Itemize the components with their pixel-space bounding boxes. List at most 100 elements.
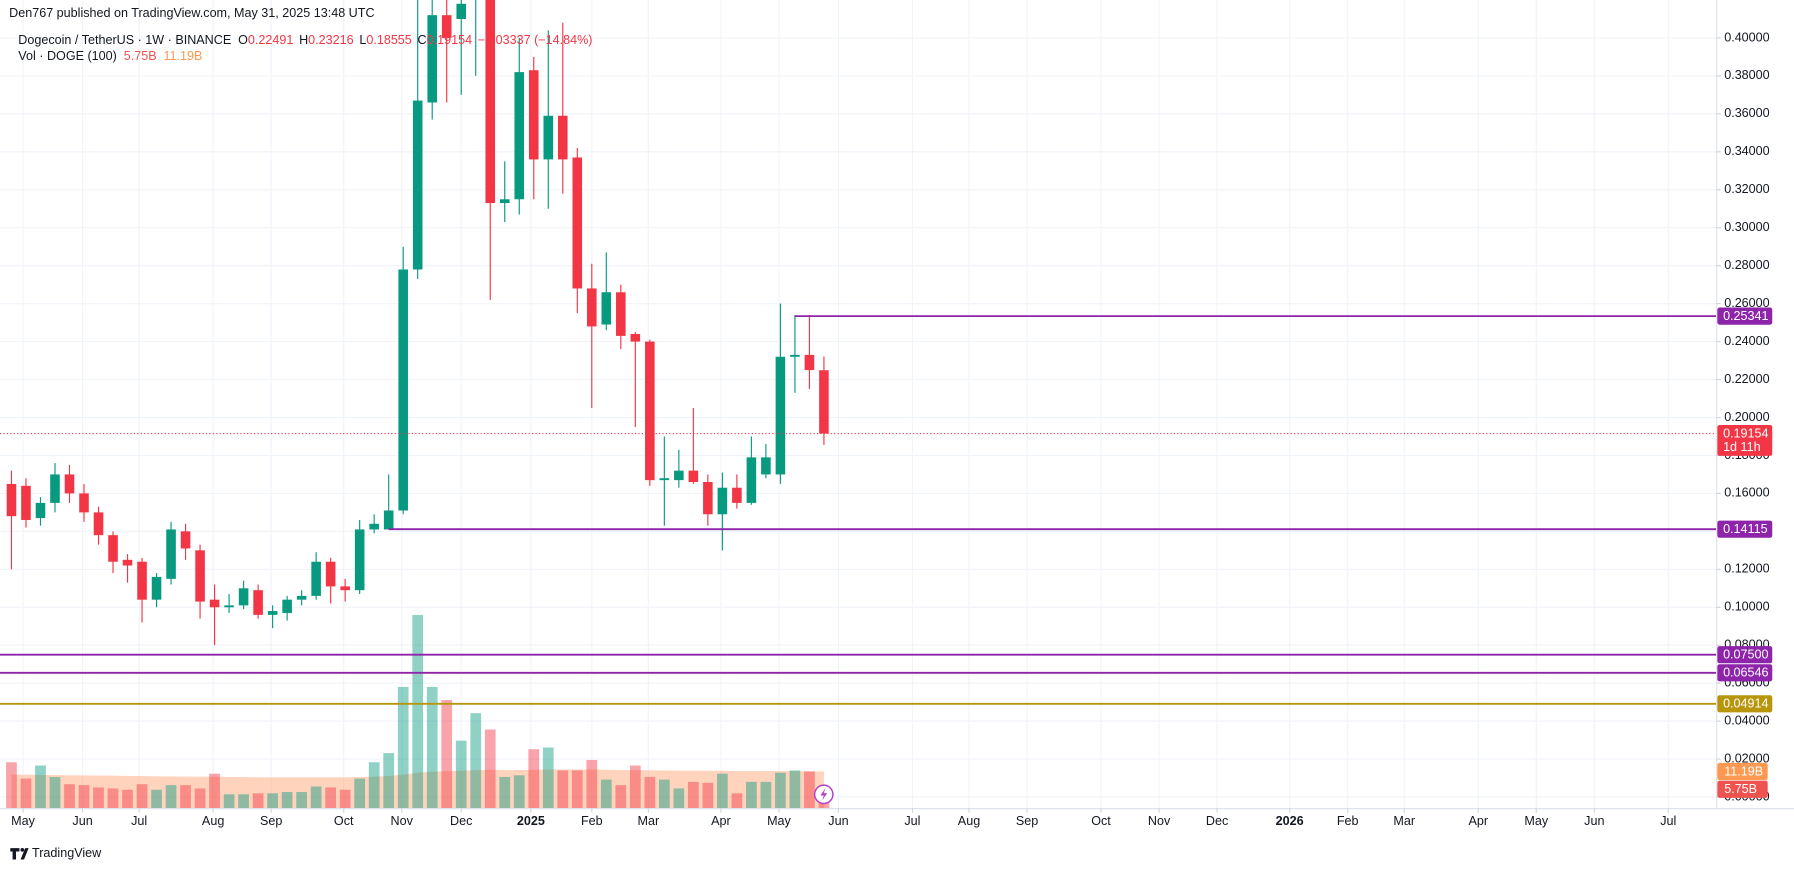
y-tick-label: 0.10000 (1724, 600, 1769, 614)
candle-body (674, 470, 684, 481)
candle-body (427, 15, 437, 103)
volume-bar (383, 753, 395, 809)
candle-body (645, 341, 655, 481)
candle-body (557, 115, 568, 160)
volume-bar (122, 789, 133, 809)
y-tick-label: 0.34000 (1724, 144, 1769, 158)
legend-volume-name: Vol · DOGE (100) (18, 50, 117, 64)
level-tag-label: 0.14115 (1723, 522, 1768, 536)
candle-body (79, 493, 89, 513)
candle-body (21, 485, 31, 520)
logo-mark (10, 848, 29, 860)
candle-body (166, 529, 176, 579)
x-tick-label: Jun (828, 814, 848, 828)
candle-body (64, 474, 75, 494)
candle-body (296, 595, 307, 600)
volume-bar (368, 762, 380, 809)
y-tick-label: 0.36000 (1724, 106, 1769, 120)
volume-bar (586, 759, 598, 809)
volume-bar (600, 779, 612, 809)
candle-body (499, 199, 510, 204)
candle-body (528, 70, 539, 160)
current-price-label: 0.19154 (1723, 426, 1768, 440)
candle-body (688, 470, 699, 483)
volume-bar (339, 789, 351, 809)
footer-text: TradingView (32, 846, 102, 860)
volume-bar (673, 788, 685, 809)
legend-ohlc-key: C (418, 34, 427, 48)
x-tick-label: Mar (1393, 814, 1415, 828)
volume-bar (441, 700, 453, 809)
current-price-tag (1717, 424, 1773, 456)
candle-body (601, 292, 612, 325)
volume-label: 5.75B (1724, 782, 1757, 796)
x-tick-label: Nov (391, 814, 414, 828)
volume-bar (136, 784, 148, 809)
volume-bar (325, 787, 337, 809)
volume-bar (49, 776, 61, 809)
candle-body (209, 599, 220, 608)
volume-bar (499, 776, 511, 809)
legend-ohlc-key: O (238, 34, 248, 48)
x-tick-label: Apr (711, 814, 731, 828)
x-tick-label: Sep (1016, 814, 1038, 828)
volume-bar (717, 773, 728, 809)
x-tick-label: Jun (1584, 814, 1604, 828)
x-tick-label: May (11, 814, 35, 828)
candle-body (398, 269, 408, 511)
x-tick-label: 2025 (517, 814, 545, 828)
candle-body (137, 561, 147, 600)
candle-body (195, 550, 205, 602)
volume-bar (412, 615, 424, 809)
candle-body (93, 512, 104, 536)
y-tick-label: 0.16000 (1724, 486, 1769, 500)
y-tick-label: 0.28000 (1724, 258, 1769, 272)
candle-body (35, 502, 46, 519)
volume-bar (78, 785, 90, 809)
x-tick-label: Apr (1468, 814, 1488, 828)
y-tick-label: 0.04000 (1724, 713, 1769, 727)
legend-volume: Vol · DOGE (100) 5.75B 11.19B (18, 50, 202, 64)
volume-ma-label: 11.19B (1724, 764, 1763, 778)
volume-bar (397, 687, 409, 809)
candle-body (630, 333, 641, 342)
candle-body (340, 586, 350, 591)
bolt-icon[interactable] (813, 784, 834, 805)
x-tick-label: 2026 (1276, 814, 1304, 828)
candle-body (717, 487, 728, 515)
legend-volume-value: 5.75B (124, 50, 157, 64)
legend-volume-ma: 11.19B (163, 50, 202, 64)
candle-body (122, 559, 133, 566)
candle-body (50, 474, 60, 503)
y-tick-label: 0.38000 (1724, 68, 1769, 82)
volume-bar (702, 782, 714, 809)
y-tick-label: 0.22000 (1724, 372, 1769, 386)
candle-body (383, 510, 394, 530)
y-tick-label: 0.24000 (1724, 334, 1769, 348)
volume-bar (804, 771, 815, 809)
volume-bar (687, 781, 699, 809)
candle-body (253, 590, 263, 615)
volume-tag (1717, 780, 1768, 798)
x-tick-label: Jul (904, 814, 920, 828)
candle-body (703, 482, 713, 515)
volume-bar (223, 794, 235, 809)
countdown-label: 1d 11h (1723, 440, 1761, 454)
candle-body (325, 561, 336, 587)
legend-ohlc-value: 0.18555 (366, 34, 411, 48)
y-tick-label: 0.20000 (1724, 410, 1769, 424)
volume-bar (296, 792, 307, 809)
y-tick-label: 0.02000 (1724, 751, 1769, 765)
volume-bar (194, 788, 206, 809)
legend-ohlc-value: 0.19154 (427, 34, 472, 48)
level-tag (1717, 520, 1773, 538)
volume-bar (470, 713, 482, 809)
volume-bar (513, 775, 525, 809)
candle-body (616, 292, 626, 336)
volume-ma-tag (1717, 762, 1768, 781)
candle-body (761, 457, 771, 475)
candle-body (441, 15, 452, 38)
volume-bar (789, 770, 801, 809)
